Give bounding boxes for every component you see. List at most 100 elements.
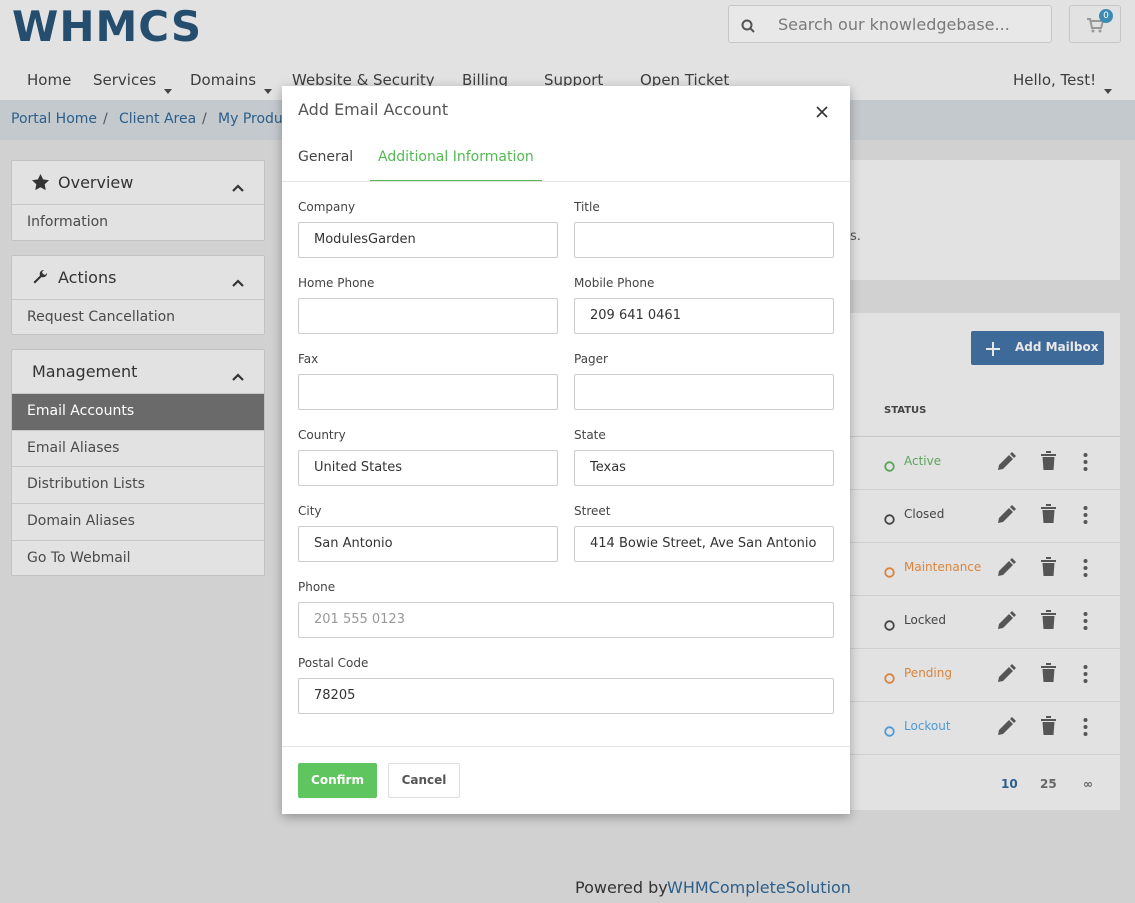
row-line xyxy=(850,542,1120,543)
plus-icon-svg xyxy=(986,342,1000,356)
close-button[interactable] xyxy=(816,103,828,118)
text-input[interactable] xyxy=(298,374,558,410)
caret xyxy=(443,79,451,94)
text-input[interactable] xyxy=(574,374,834,410)
collapse-icon xyxy=(232,366,244,381)
status-label: Pending xyxy=(904,666,952,680)
field-label: Home Phone xyxy=(298,276,375,290)
text-input[interactable]: 78205 xyxy=(298,678,834,714)
status-header: STATUS xyxy=(884,405,927,416)
delete-icon-svg xyxy=(1041,716,1056,735)
nav-item[interactable]: Website & Security xyxy=(292,71,435,89)
caret-svg xyxy=(264,89,272,94)
footer-text: Powered by xyxy=(575,878,668,897)
sidebar-item[interactable]: Go To Webmail xyxy=(12,539,264,577)
delete-icon xyxy=(1041,663,1056,683)
field-label: Street xyxy=(574,504,611,518)
user-menu[interactable]: Hello, Test! xyxy=(1013,71,1097,89)
more-icon-svg xyxy=(1083,453,1088,471)
caret xyxy=(516,79,524,94)
status-label: Lockout xyxy=(904,719,951,733)
sidebar-item-text: Go To Webmail xyxy=(27,549,131,566)
breadcrumb-link[interactable]: Portal Home xyxy=(11,111,98,127)
delete-icon xyxy=(1041,504,1056,524)
edit-icon-svg xyxy=(998,558,1016,576)
sidebar-item-text: Distribution Lists xyxy=(27,476,145,493)
input-value: 414 Bowie Street, Ave San Antonio xyxy=(590,536,817,551)
panel-title: Overview xyxy=(58,173,134,192)
sidebar-item-text: Email Aliases xyxy=(27,439,120,456)
wrench-icon xyxy=(32,269,48,285)
text-input[interactable]: Texas xyxy=(574,450,834,486)
more-icon xyxy=(1083,453,1088,471)
sidebar-item-text: Information xyxy=(27,214,109,230)
nav-item[interactable]: Domains xyxy=(190,71,257,89)
more-icon xyxy=(1083,612,1088,630)
nav-item[interactable]: Home xyxy=(27,71,72,89)
add-mailbox-button[interactable]: Add Mailbox xyxy=(971,331,1104,365)
sidebar-item-text: Email Accounts xyxy=(27,403,135,420)
text-input[interactable]: San Antonio xyxy=(298,526,558,562)
sidebar-item[interactable]: Email Accounts xyxy=(12,393,264,431)
delete-icon xyxy=(1041,610,1056,630)
more-icon xyxy=(1083,665,1088,683)
status-dot-svg xyxy=(884,514,895,525)
delete-icon-svg xyxy=(1041,504,1056,523)
info-card xyxy=(850,160,1120,280)
row-line xyxy=(850,489,1120,490)
more-icon xyxy=(1083,559,1088,577)
cart-button[interactable]: 0 xyxy=(1069,5,1121,43)
collapse-icon xyxy=(232,272,244,287)
breadcrumb-link[interactable]: My Produc xyxy=(218,111,291,127)
text-input[interactable] xyxy=(298,298,558,334)
nav-item[interactable]: Open Ticket xyxy=(640,71,730,89)
breadcrumb-link[interactable]: Client Area xyxy=(119,111,197,127)
input-value: San Antonio xyxy=(314,536,393,551)
edit-icon xyxy=(996,505,1016,525)
status-dot xyxy=(884,510,895,525)
cancel-button[interactable]: Cancel xyxy=(388,763,460,798)
edit-icon xyxy=(996,558,1016,578)
text-input[interactable]: 209 641 0461 xyxy=(574,298,834,334)
modal: Add Email Account General Additional Infor… xyxy=(282,86,850,814)
collapse-icon xyxy=(232,177,244,192)
page-size[interactable]: 25 xyxy=(1040,777,1057,791)
status-label: Maintenance xyxy=(904,560,982,574)
breadcrumb-sep: / xyxy=(202,111,207,127)
field-label: State xyxy=(574,428,606,442)
tab[interactable]: General xyxy=(298,149,354,165)
sidebar-item-text: Domain Aliases xyxy=(27,512,135,529)
sidebar-item[interactable]: Email Aliases xyxy=(12,429,264,467)
text-input[interactable]: ModulesGarden xyxy=(298,222,558,258)
page-size[interactable]: ∞ xyxy=(1083,777,1093,791)
caret-svg xyxy=(164,89,172,94)
tab[interactable]: Additional Information xyxy=(378,149,534,165)
confirm-button[interactable]: Confirm xyxy=(298,763,377,798)
sidebar-item[interactable]: Distribution Lists xyxy=(12,466,264,503)
sidebar-item[interactable]: Request Cancellation xyxy=(12,298,264,336)
sidebar-item[interactable]: Domain Aliases xyxy=(12,502,264,540)
text-input[interactable]: United States xyxy=(298,450,558,486)
edit-icon-svg xyxy=(998,452,1016,470)
edit-icon-svg xyxy=(998,664,1016,682)
nav-item[interactable]: Billing xyxy=(462,71,508,89)
text-input[interactable]: 201 555 0123 xyxy=(298,602,834,638)
edit-icon xyxy=(996,664,1016,684)
search-box[interactable]: Search our knowledgebase... xyxy=(728,5,1052,43)
caret-svg xyxy=(1104,89,1112,94)
nav-item[interactable]: Support xyxy=(544,71,604,89)
sidebar-panel: Actions Request Cancellation xyxy=(11,254,265,336)
text-input[interactable]: 414 Bowie Street, Ave San Antonio xyxy=(574,526,834,562)
text-input[interactable] xyxy=(574,222,834,258)
input-value: 209 641 0461 xyxy=(590,308,681,323)
nav-item[interactable]: Services xyxy=(93,71,157,89)
edit-icon-svg xyxy=(998,505,1016,523)
page-size[interactable]: 10 xyxy=(1001,777,1018,791)
edit-icon xyxy=(996,452,1016,472)
more-icon xyxy=(1083,506,1088,524)
status-dot xyxy=(884,457,895,472)
footer-link[interactable]: WHMCompleteSolution xyxy=(667,878,851,897)
search-icon xyxy=(741,18,755,33)
caret xyxy=(164,79,172,94)
sidebar-item[interactable]: Information xyxy=(12,204,264,241)
